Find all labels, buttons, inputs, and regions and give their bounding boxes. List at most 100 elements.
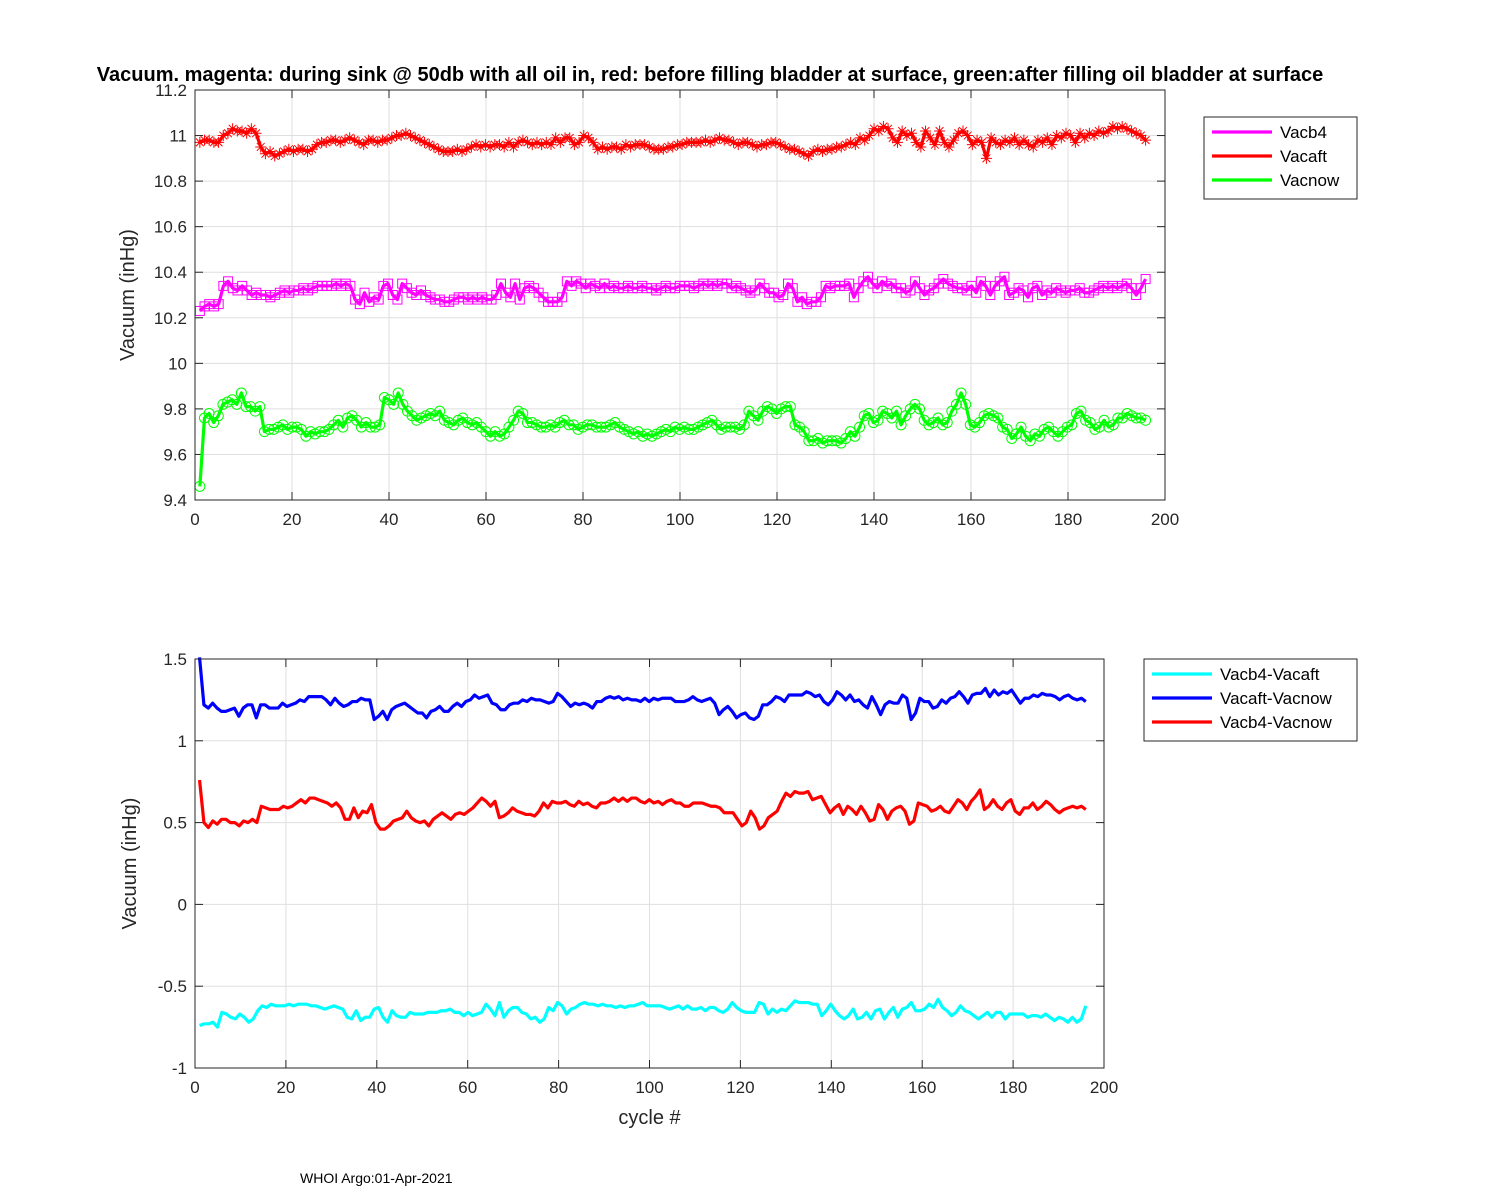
data-marker: [924, 132, 936, 144]
data-marker: [872, 414, 884, 426]
data-marker: [890, 405, 902, 417]
data-marker: [1018, 134, 1030, 146]
data-marker: [283, 143, 295, 155]
x-tick-label: 80: [549, 1078, 568, 1097]
data-marker: [254, 401, 266, 413]
data-marker: [863, 407, 875, 419]
data-marker: [840, 139, 852, 151]
data-marker: [803, 150, 815, 162]
data-marker: [1074, 127, 1086, 139]
data-marker: [374, 419, 386, 431]
data-marker: [236, 125, 248, 137]
data-marker: [826, 143, 838, 155]
data-marker: [601, 143, 613, 155]
data-marker: [344, 132, 356, 144]
data-marker: [1079, 132, 1091, 144]
data-marker: [334, 136, 346, 148]
data-marker: [742, 136, 754, 148]
data-marker: [798, 148, 810, 160]
data-marker: [854, 421, 866, 433]
legend-label-vacb4: Vacb4: [1280, 123, 1327, 142]
data-marker: [381, 134, 393, 146]
data-marker: [704, 136, 716, 148]
data-marker: [639, 139, 651, 151]
data-marker: [517, 407, 529, 419]
y-axis-label: Vacuum (inHg): [117, 229, 139, 361]
data-marker: [1041, 132, 1053, 144]
data-marker: [503, 136, 515, 148]
series-markers-vacnow: [194, 387, 1152, 492]
data-marker: [345, 280, 356, 291]
x-tick-label: 200: [1151, 510, 1179, 529]
data-marker: [400, 127, 412, 139]
data-marker: [1013, 139, 1025, 151]
data-marker: [227, 123, 239, 135]
data-marker: [728, 136, 740, 148]
data-marker: [273, 148, 285, 160]
data-marker: [217, 130, 229, 142]
data-marker: [960, 398, 972, 410]
series-line-vacnow: [198, 391, 1147, 487]
data-marker: [563, 419, 575, 431]
data-marker: [1140, 274, 1151, 285]
data-marker: [699, 134, 711, 146]
data-marker: [484, 141, 496, 153]
data-marker: [531, 136, 543, 148]
y-tick-label: 11: [169, 127, 187, 146]
data-marker: [971, 134, 983, 146]
data-marker: [1140, 134, 1152, 146]
data-marker: [798, 426, 810, 438]
series-markers-vacb4: [194, 271, 1151, 316]
data-marker: [845, 136, 857, 148]
data-marker: [895, 419, 907, 431]
data-marker: [1075, 405, 1087, 417]
x-axis-label: cycle #: [618, 1107, 681, 1129]
data-marker: [778, 290, 789, 300]
data-marker: [245, 123, 257, 135]
data-marker: [887, 132, 899, 144]
data-marker: [1060, 127, 1072, 139]
x-tick-label: 40: [380, 510, 399, 529]
data-marker: [320, 136, 332, 148]
data-marker: [423, 139, 435, 151]
legend-label-vacnow: Vacnow: [1280, 171, 1340, 190]
data-marker: [1093, 125, 1105, 137]
data-marker: [788, 143, 800, 155]
data-marker: [564, 132, 576, 144]
top-axes: 0 20 40 60 80 100 120 140 160 180 200 9.4 9.6 9.8 10 10…: [97, 64, 1358, 529]
data-marker: [573, 136, 585, 148]
data-marker: [948, 134, 960, 146]
data-marker: [554, 136, 566, 148]
data-marker: [373, 294, 384, 305]
data-marker: [611, 141, 623, 153]
data-marker: [720, 421, 732, 433]
x-tick-label: 180: [1054, 510, 1082, 529]
data-marker: [508, 414, 520, 426]
x-tick-label: 0: [190, 510, 199, 529]
data-marker: [914, 403, 926, 415]
data-marker: [1135, 130, 1147, 142]
data-marker: [388, 398, 400, 410]
data-marker: [526, 139, 538, 151]
data-marker: [1083, 127, 1095, 139]
x-tick-label: 100: [666, 510, 694, 529]
y-tick-label: 10.6: [154, 218, 187, 237]
series-line-vacb4-vacaft: [198, 997, 1088, 1029]
x-tick-label: 80: [574, 510, 593, 529]
data-marker: [536, 139, 548, 151]
data-marker: [461, 143, 473, 155]
data-marker: [1116, 120, 1128, 132]
data-marker: [732, 139, 744, 151]
data-marker: [1001, 423, 1013, 435]
data-marker: [714, 132, 726, 144]
data-marker: [1046, 139, 1058, 151]
data-marker: [992, 412, 1004, 424]
data-marker: [962, 130, 974, 142]
legend-label-vacb4-vacnow: Vacb4-Vacnow: [1220, 713, 1333, 732]
x-tick-label: 200: [1090, 1078, 1118, 1097]
data-marker: [849, 139, 861, 151]
data-marker: [269, 150, 281, 162]
data-marker: [770, 136, 782, 148]
data-marker: [709, 134, 721, 146]
